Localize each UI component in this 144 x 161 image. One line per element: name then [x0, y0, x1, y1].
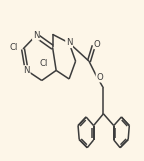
- Text: N: N: [23, 66, 30, 75]
- Text: O: O: [94, 39, 101, 48]
- Text: N: N: [66, 38, 72, 47]
- Text: N: N: [33, 31, 39, 40]
- Text: Cl: Cl: [10, 43, 18, 52]
- Text: O: O: [96, 73, 103, 82]
- Text: Cl: Cl: [39, 59, 47, 68]
